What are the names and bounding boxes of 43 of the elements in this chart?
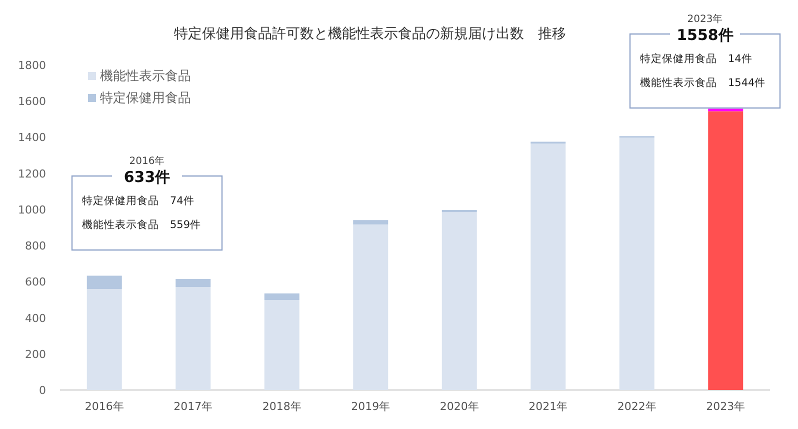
- x-tick-label: 2021年: [528, 400, 568, 413]
- bar: [353, 220, 388, 224]
- y-tick-label: 200: [25, 348, 46, 361]
- x-tick-label: 2022年: [617, 400, 656, 413]
- chart-title: 特定保健用食品許可数と機能性表示食品の新規届け出数 推移: [174, 26, 566, 42]
- y-tick-label: 1400: [18, 131, 46, 144]
- y-tick-label: 1600: [18, 95, 46, 108]
- x-tick-label: 2018年: [262, 400, 302, 413]
- x-tick-label: 2017年: [174, 400, 213, 413]
- text: 特定保健用食品 14件: [640, 52, 752, 65]
- legend-label: 特定保健用食品: [100, 91, 191, 106]
- bar: [264, 293, 300, 300]
- text: 1558件: [676, 26, 734, 44]
- text: 2023年: [687, 13, 723, 25]
- y-tick-label: 600: [25, 276, 46, 289]
- y-tick-label: 1000: [18, 203, 46, 216]
- bar: [619, 138, 654, 390]
- annotation: 機能性表示食品 559件: [82, 218, 202, 231]
- y-tick-label: 1200: [18, 167, 46, 180]
- bar: [176, 278, 211, 288]
- bar: [530, 144, 566, 390]
- annotation: 2016年: [129, 155, 165, 167]
- bar: [86, 289, 122, 390]
- y-tick-label: 400: [25, 312, 46, 325]
- bar: [708, 111, 744, 390]
- y-tick-label: 0: [39, 384, 46, 397]
- bar: [442, 212, 477, 390]
- bar: [442, 210, 477, 212]
- annotation: 特定保健用食品 74件: [82, 194, 194, 207]
- x-tick-label: 2020年: [440, 400, 479, 413]
- bar: [708, 108, 744, 112]
- bar: [264, 300, 300, 390]
- annotation: 633件: [124, 168, 170, 186]
- annotation: 機能性表示食品 1544件: [640, 76, 766, 89]
- bar: [86, 276, 122, 290]
- x-tick-label: 2016年: [84, 400, 124, 413]
- x-tick-label: 2019年: [351, 400, 390, 413]
- legend-label: 機能性表示食品: [100, 69, 191, 84]
- bar: [353, 224, 388, 390]
- y-tick-label: 800: [25, 240, 46, 253]
- y-tick-label: 1800: [18, 59, 46, 72]
- bar: [176, 287, 211, 390]
- x-tick-label: 2023年: [706, 400, 746, 413]
